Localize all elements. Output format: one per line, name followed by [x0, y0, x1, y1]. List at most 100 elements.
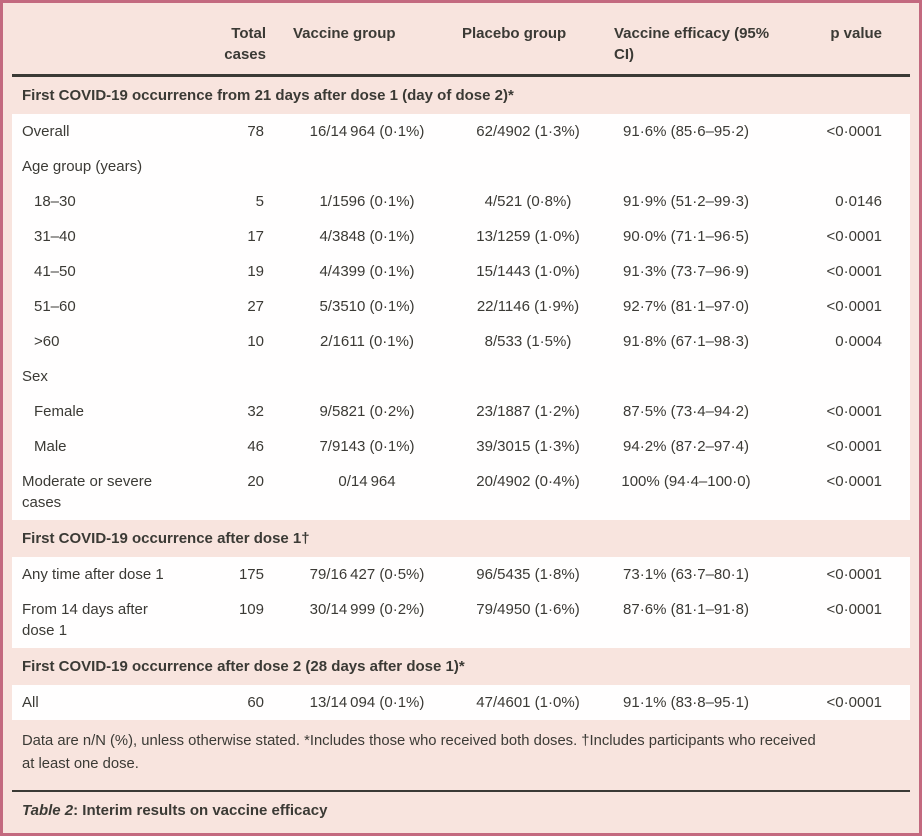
- cell-vaccine: 5/3510 (0·1%): [276, 289, 458, 324]
- table-row: 31–40 17 4/3848 (0·1%) 13/1259 (1·0%) 90·0% …: [12, 219, 910, 254]
- cell-total: 109: [224, 592, 276, 648]
- cell-label: 31–40: [12, 219, 224, 254]
- cell-placebo: 39/3015 (1·3%): [458, 429, 598, 464]
- cell-p: <0·0001: [774, 685, 910, 720]
- table-row: Female 32 9/5821 (0·2%) 23/1887 (1·2%) 87·5%…: [12, 394, 910, 429]
- cell-label: Male: [12, 429, 224, 464]
- section-title: First COVID-19 occurrence after dose 1†: [22, 530, 310, 547]
- cell-efficacy: 91·1% (83·8–95·1): [598, 685, 774, 720]
- section-header-row: First COVID-19 occurrence after dose 1†: [12, 520, 910, 557]
- cell-label: Sex: [12, 359, 224, 394]
- cell-vaccine: 30/14 999 (0·2%): [276, 592, 458, 648]
- caption-divider: [12, 790, 910, 792]
- cell-efficacy: 91·6% (85·6–95·2): [598, 114, 774, 149]
- cell-efficacy: 87·6% (81·1–91·8): [598, 592, 774, 648]
- cell-total: 78: [224, 114, 276, 149]
- cell-vaccine: 79/16 427 (0·5%): [276, 557, 458, 592]
- cell-vaccine: 1/1596 (0·1%): [276, 184, 458, 219]
- cell-placebo: 20/4902 (0·4%): [458, 464, 598, 520]
- table-row: From 14 days after dose 1 109 30/14 999 (0…: [12, 592, 910, 648]
- cell-total: 20: [224, 464, 276, 520]
- caption-table-number: Table 2: [22, 802, 74, 819]
- table-row: Any time after dose 1 175 79/16 427 (0·5%)…: [12, 557, 910, 592]
- cell-placebo: 8/533 (1·5%): [458, 324, 598, 359]
- cell-total: [224, 359, 276, 394]
- cell-total: 175: [224, 557, 276, 592]
- cell-total: 17: [224, 219, 276, 254]
- caption-title: : Interim results on vaccine efficacy: [73, 802, 328, 819]
- cell-placebo: 15/1443 (1·0%): [458, 254, 598, 289]
- cell-p: <0·0001: [774, 219, 910, 254]
- table-header: Total cases Vaccine group Placebo group …: [12, 12, 910, 77]
- cell-p: 0·0004: [774, 324, 910, 359]
- cell-vaccine: 4/4399 (0·1%): [276, 254, 458, 289]
- table-row: Moderate or severe cases 20 0/14 964 20/490…: [12, 464, 910, 520]
- cell-total: 27: [224, 289, 276, 324]
- section-title: First COVID-19 occurrence from 21 days a…: [22, 87, 514, 104]
- table-row: All 60 13/14 094 (0·1%) 47/4601 (1·0%) 91·1%…: [12, 685, 910, 720]
- cell-vaccine: [276, 359, 458, 394]
- column-header-label: [12, 12, 224, 77]
- row-label: >60: [34, 333, 60, 350]
- row-label: Sex: [22, 368, 48, 385]
- cell-efficacy: 91·9% (51·2–99·3): [598, 184, 774, 219]
- cell-efficacy: 90·0% (71·1–96·5): [598, 219, 774, 254]
- row-label: Female: [34, 403, 85, 420]
- table-footnote: Data are n/N (%), unless otherwise state…: [22, 733, 816, 772]
- cell-label: 18–30: [12, 184, 224, 219]
- table-row: 51–60 27 5/3510 (0·1%) 22/1146 (1·9%) 92·7% …: [12, 289, 910, 324]
- table-row: Overall 78 16/14 964 (0·1%) 62/4902 (1·3%) 9…: [12, 114, 910, 149]
- cell-efficacy: [598, 359, 774, 394]
- cell-p: <0·0001: [774, 114, 910, 149]
- cell-total: 32: [224, 394, 276, 429]
- cell-label: >60: [12, 324, 224, 359]
- row-label: Age group (years): [22, 158, 143, 175]
- section-header-row: First COVID-19 occurrence after dose 2 (…: [12, 648, 910, 685]
- row-label: All: [22, 694, 39, 711]
- cell-efficacy: 92·7% (81·1–97·0): [598, 289, 774, 324]
- vaccine-efficacy-table: Total cases Vaccine group Placebo group …: [12, 12, 910, 720]
- cell-total: 46: [224, 429, 276, 464]
- table-row: Sex: [12, 359, 910, 394]
- cell-vaccine: 7/9143 (0·1%): [276, 429, 458, 464]
- cell-vaccine: 9/5821 (0·2%): [276, 394, 458, 429]
- cell-placebo: 79/4950 (1·6%): [458, 592, 598, 648]
- cell-total: 10: [224, 324, 276, 359]
- cell-p: <0·0001: [774, 289, 910, 324]
- cell-placebo: 13/1259 (1·0%): [458, 219, 598, 254]
- table-row: 18–30 5 1/1596 (0·1%) 4/521 (0·8%) 91·9% (51…: [12, 184, 910, 219]
- cell-placebo: [458, 359, 598, 394]
- cell-p: <0·0001: [774, 429, 910, 464]
- table-caption: Table 2: Interim results on vaccine effi…: [12, 792, 910, 819]
- cell-label: 51–60: [12, 289, 224, 324]
- row-label: 31–40: [34, 228, 76, 245]
- cell-vaccine: 16/14 964 (0·1%): [276, 114, 458, 149]
- cell-efficacy: 87·5% (73·4–94·2): [598, 394, 774, 429]
- cell-p: [774, 149, 910, 184]
- cell-placebo: 4/521 (0·8%): [458, 184, 598, 219]
- column-header-total-cases: Total cases: [224, 12, 276, 77]
- cell-efficacy: [598, 149, 774, 184]
- cell-placebo: 96/5435 (1·8%): [458, 557, 598, 592]
- row-label: Moderate or severe cases: [22, 473, 153, 511]
- cell-placebo: 23/1887 (1·2%): [458, 394, 598, 429]
- row-label: 41–50: [34, 263, 76, 280]
- cell-label: Female: [12, 394, 224, 429]
- cell-total: 60: [224, 685, 276, 720]
- cell-placebo: 47/4601 (1·0%): [458, 685, 598, 720]
- cell-p: <0·0001: [774, 592, 910, 648]
- cell-efficacy: 91·8% (67·1–98·3): [598, 324, 774, 359]
- row-label: 51–60: [34, 298, 76, 315]
- row-label: Male: [34, 438, 67, 455]
- table-row: Age group (years): [12, 149, 910, 184]
- cell-p: 0·0146: [774, 184, 910, 219]
- row-label: From 14 days after dose 1: [22, 601, 148, 639]
- cell-label: Moderate or severe cases: [12, 464, 224, 520]
- cell-p: <0·0001: [774, 464, 910, 520]
- column-header-vaccine-efficacy: Vaccine efficacy (95% CI): [598, 12, 774, 77]
- cell-p: [774, 359, 910, 394]
- cell-vaccine: 4/3848 (0·1%): [276, 219, 458, 254]
- cell-placebo: 22/1146 (1·9%): [458, 289, 598, 324]
- cell-label: From 14 days after dose 1: [12, 592, 224, 648]
